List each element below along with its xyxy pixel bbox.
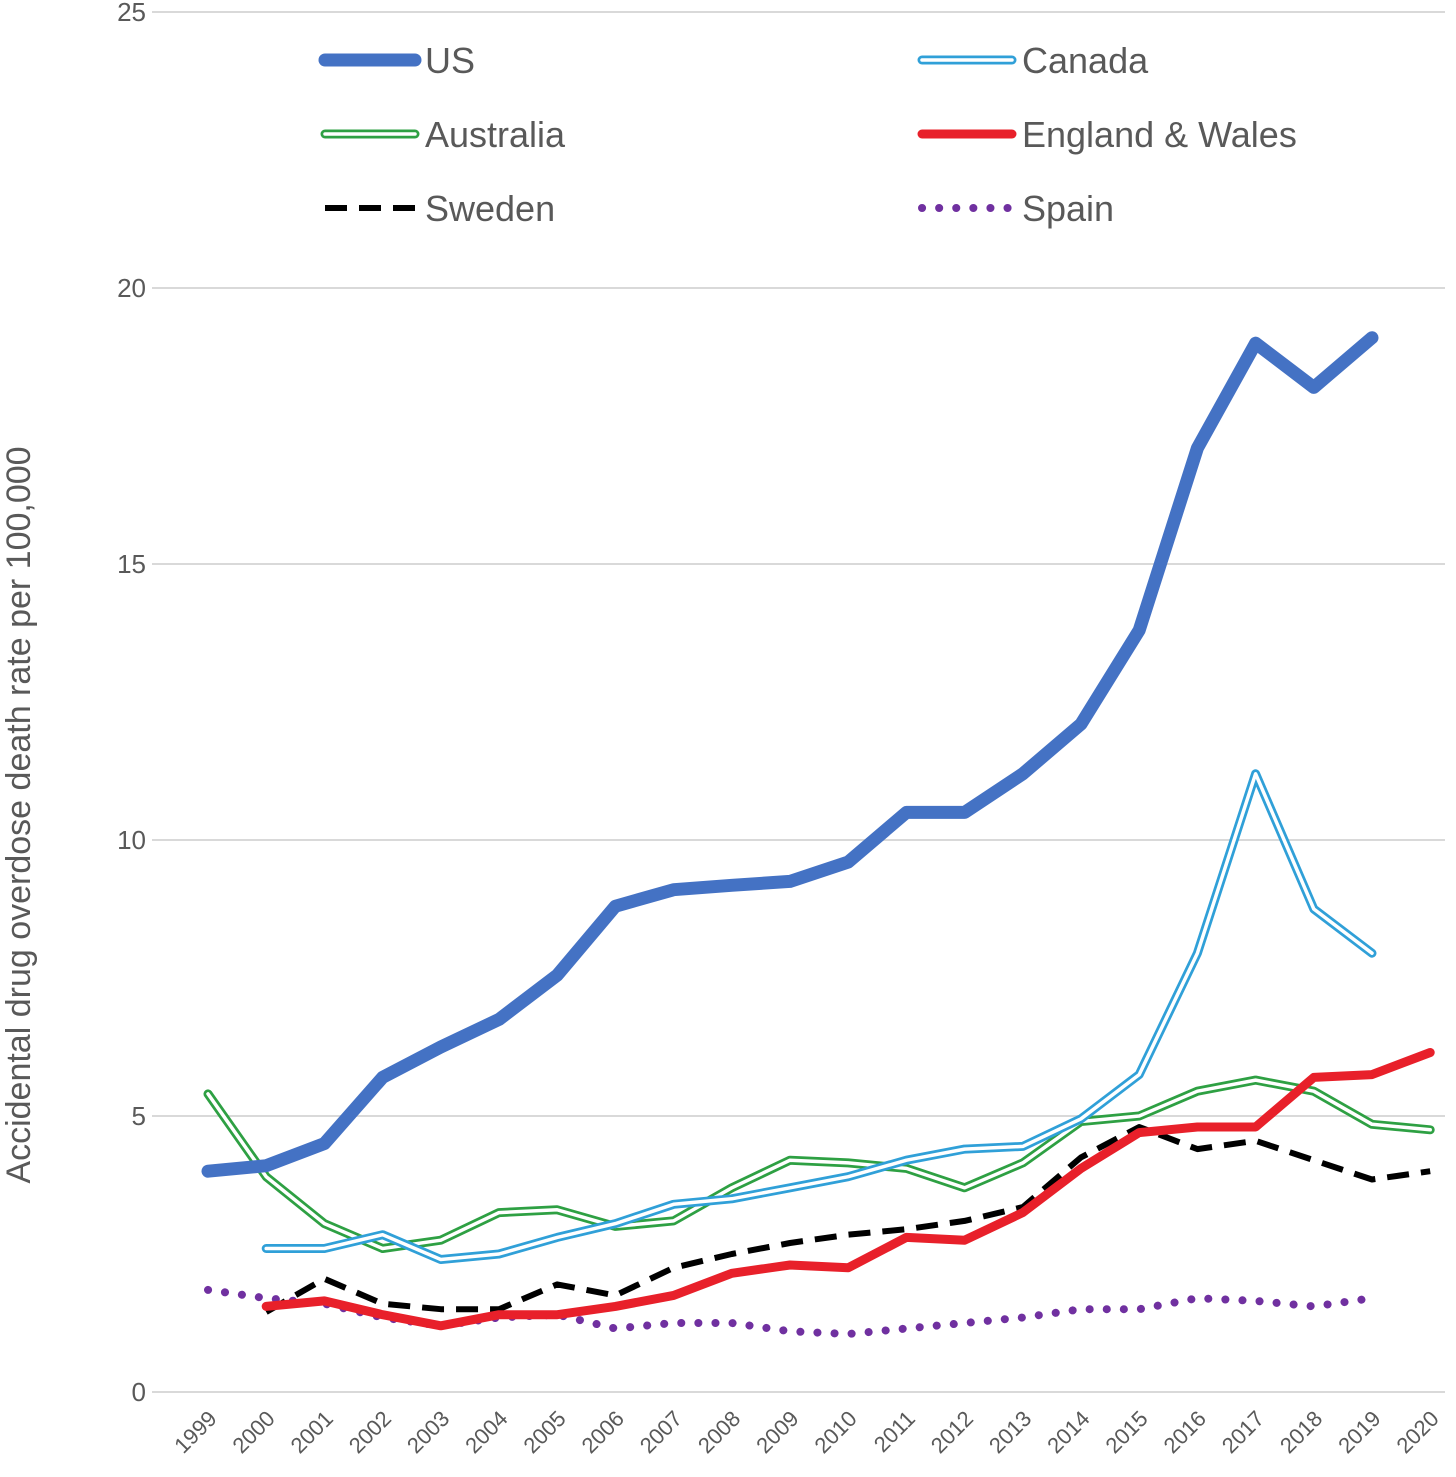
y-tick-label: 25 xyxy=(117,0,146,27)
x-tick-label: 2005 xyxy=(518,1406,570,1458)
series-australia xyxy=(203,1075,1435,1253)
series-sweden xyxy=(264,1124,1431,1315)
x-tick-label: 2001 xyxy=(286,1406,338,1458)
y-tick-label: 5 xyxy=(132,1101,146,1131)
series-line-inner xyxy=(264,772,1374,1262)
y-axis-title: Accidental drug overdose death rate per … xyxy=(0,446,38,1183)
x-tick-label: 2012 xyxy=(926,1406,978,1458)
legend: US Canada Australia England & Wales Sweden Sp… xyxy=(318,40,1297,229)
x-tick-label: 2000 xyxy=(227,1406,279,1458)
series-spain xyxy=(204,1285,1376,1338)
x-axis-ticks: 1999 2000 2001 2002 2003 2004 2005 2006 2007 2008… xyxy=(169,1406,1443,1458)
y-tick-label: 15 xyxy=(117,549,146,579)
series-line xyxy=(264,1124,1431,1315)
x-tick-label: 2011 xyxy=(869,1406,920,1457)
y-tick-label: 0 xyxy=(132,1377,146,1407)
x-tick-label: 1999 xyxy=(169,1406,221,1458)
legend-label: Spain xyxy=(1022,188,1114,229)
x-tick-label: 2009 xyxy=(751,1406,803,1458)
x-tick-label: 2014 xyxy=(1042,1406,1094,1458)
y-axis-ticks: 0 5 10 15 20 25 xyxy=(117,0,146,1407)
series-line xyxy=(201,331,1379,1178)
legend-label: US xyxy=(425,40,475,81)
series-line xyxy=(203,1075,1435,1253)
gridlines xyxy=(152,11,1445,1393)
x-tick-label: 2004 xyxy=(460,1406,512,1458)
x-tick-label: 2017 xyxy=(1217,1406,1269,1458)
x-tick-label: 2010 xyxy=(809,1406,861,1458)
series-line xyxy=(261,1048,1435,1331)
x-tick-label: 2016 xyxy=(1159,1406,1211,1458)
series-line xyxy=(204,1285,1376,1338)
series-england-wales xyxy=(261,1048,1435,1331)
y-tick-label: 10 xyxy=(117,825,146,855)
series-line xyxy=(261,769,1377,1264)
legend-item: Canada xyxy=(917,40,1149,81)
x-tick-label: 2015 xyxy=(1100,1406,1152,1458)
x-tick-label: 2003 xyxy=(402,1406,454,1458)
legend-label: Canada xyxy=(1022,40,1149,81)
x-tick-label: 2006 xyxy=(577,1406,629,1458)
legend-label: Australia xyxy=(425,114,566,155)
x-tick-label: 2002 xyxy=(344,1406,396,1458)
x-tick-label: 2007 xyxy=(635,1406,687,1458)
legend-item: England & Wales xyxy=(917,114,1297,155)
x-tick-label: 2008 xyxy=(693,1406,745,1458)
x-tick-label: 2018 xyxy=(1275,1406,1327,1458)
legend-item: US xyxy=(318,40,475,81)
legend-label: Sweden xyxy=(425,188,555,229)
legend-item: Spain xyxy=(918,188,1114,229)
series-lines xyxy=(201,331,1435,1338)
x-tick-label: 2013 xyxy=(984,1406,1036,1458)
series-us xyxy=(201,331,1379,1178)
legend-item: Australia xyxy=(320,114,566,155)
series-canada xyxy=(261,769,1377,1264)
legend-item: Sweden xyxy=(325,188,555,229)
x-tick-label: 2020 xyxy=(1391,1406,1443,1458)
x-tick-label: 2019 xyxy=(1333,1406,1385,1458)
y-tick-label: 20 xyxy=(117,273,146,303)
legend-label: England & Wales xyxy=(1022,114,1297,155)
